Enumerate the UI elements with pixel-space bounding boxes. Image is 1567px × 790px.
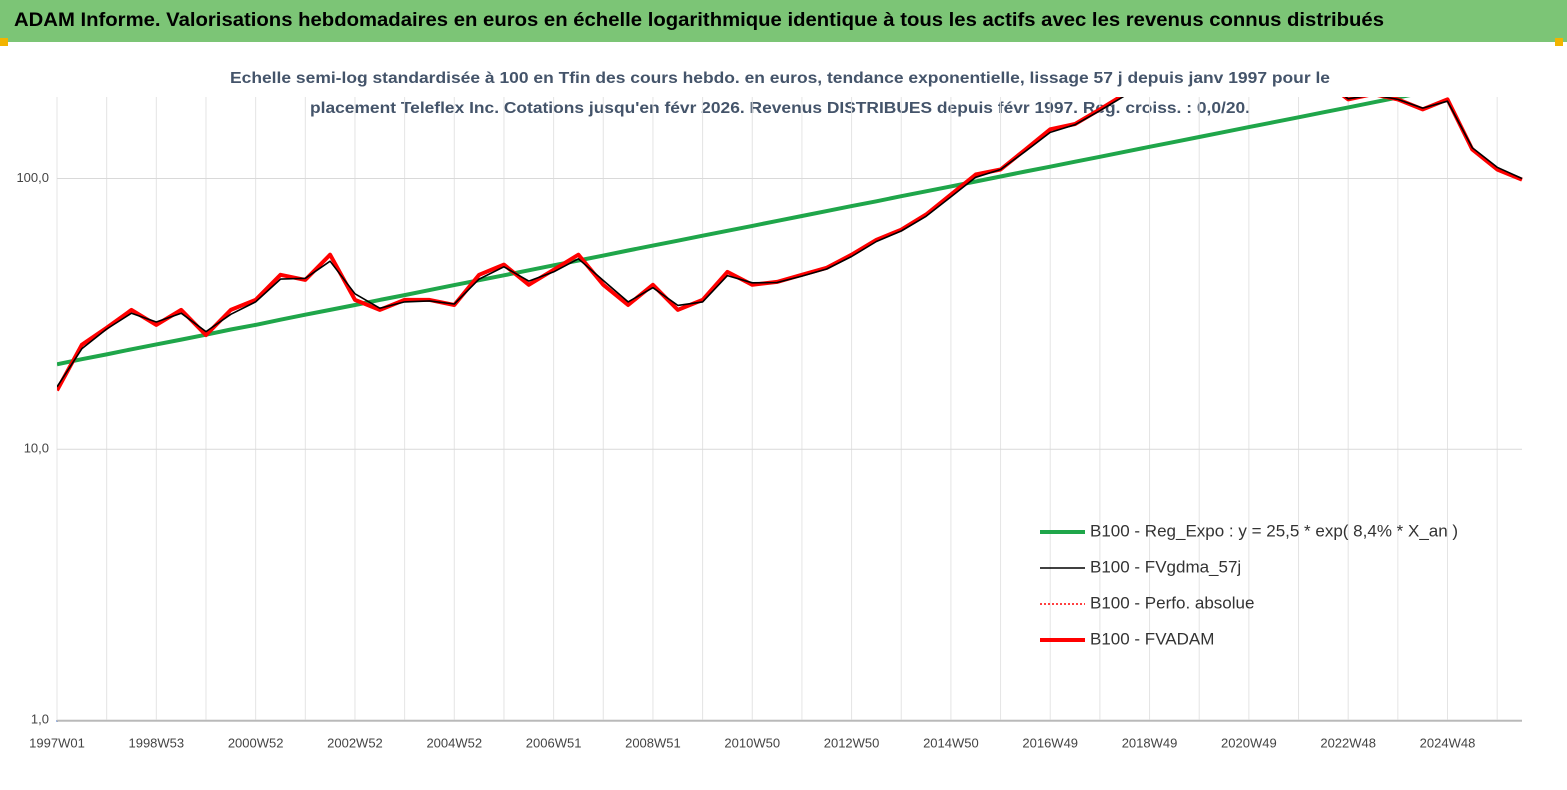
subtitle: placement Teleflex Inc. Cotations jusqu'… [310,100,1250,117]
x-tick-label: 2016W49 [1022,735,1078,750]
subtitle: Echelle semi-log standardisée à 100 en T… [230,70,1330,87]
line-series [57,97,1523,388]
x-tick-label: 2006W51 [526,735,582,750]
legend-label: B100 - FVgdma_57j [1090,557,1241,576]
y-tick-label: 1,0 [31,711,49,726]
x-tick-label: 1998W53 [128,735,184,750]
x-tick-label: 2024W48 [1420,735,1476,750]
page-title: ADAM Informe. Valorisations hebdomadaire… [14,10,1384,31]
line-series [57,97,1411,367]
title-banner [0,0,1567,42]
legend-label: B100 - Reg_Expo : y = 25,5 * exp( 8,4% *… [1090,521,1458,540]
x-tick-label: 2000W52 [228,735,284,750]
corner [1555,38,1563,46]
x-tick-label: 2004W52 [426,735,482,750]
x-tick-label: 2002W52 [327,735,383,750]
x-tick-label: 2014W50 [923,735,979,750]
x-tick-label: 2012W50 [824,735,880,750]
x-tick-label: 1997W01 [29,735,85,750]
legend-label: B100 - Perfo. absolue [1090,593,1254,612]
x-tick-label: 2018W49 [1122,735,1178,750]
y-tick-label: 10,0 [24,441,49,456]
legend-label: B100 - FVADAM [1090,629,1214,648]
x-tick-label: 2010W50 [724,735,780,750]
corner [0,38,8,46]
y-tick-label: 100,0 [16,170,49,185]
plot-area [57,97,1523,392]
x-tick-label: 2008W51 [625,735,681,750]
x-tick-label: 2022W48 [1320,735,1376,750]
x-tick-label: 2020W49 [1221,735,1277,750]
